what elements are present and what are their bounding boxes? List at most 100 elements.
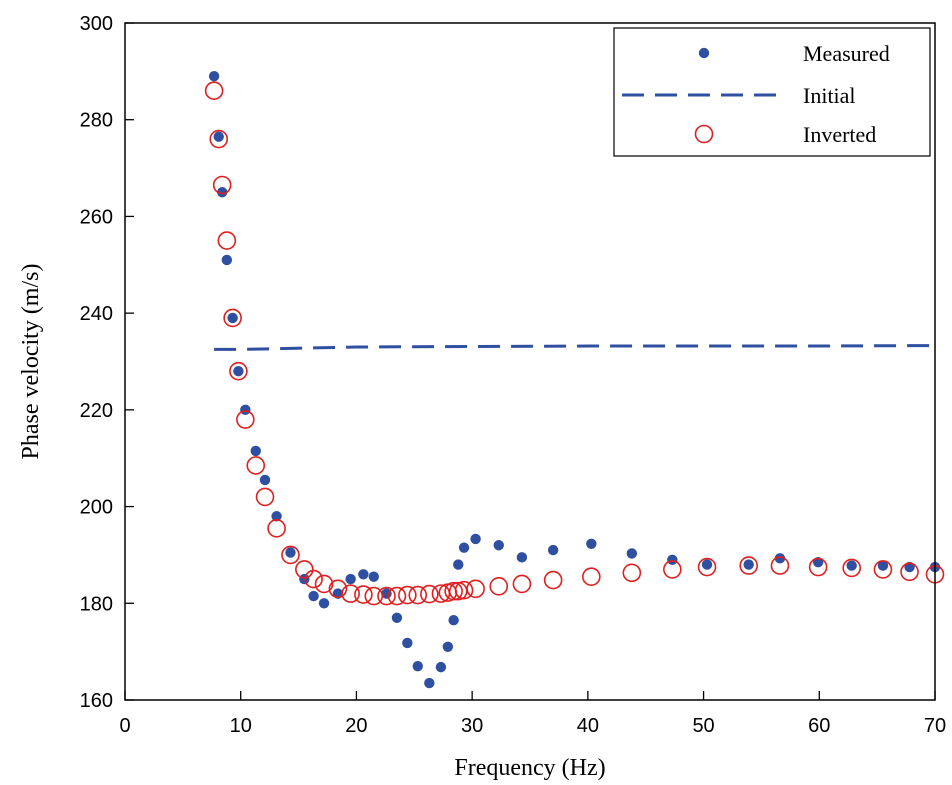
inverted-point (770, 556, 790, 575)
measured-point (271, 511, 282, 522)
legend-measured-label: Measured (803, 41, 890, 66)
inverted-point (900, 562, 919, 582)
inverted-point (454, 580, 474, 600)
y-tick-label: 300 (80, 13, 113, 35)
measured-point (345, 573, 356, 585)
measured-point (470, 533, 481, 545)
inverted-point (281, 545, 300, 565)
legend-inverted-label: Inverted (803, 122, 876, 147)
inverted-point (212, 175, 232, 195)
measured-point (227, 312, 238, 324)
x-tick-label: 50 (692, 715, 714, 737)
inverted-point (387, 586, 407, 606)
y-tick-label: 260 (80, 206, 113, 228)
inverted-point (739, 556, 759, 575)
x-tick-label: 40 (577, 715, 599, 737)
measured-point (217, 187, 228, 198)
y-axis-ticks: 160 180 200 220 240 260 280 300 (80, 13, 134, 712)
inverted-point (314, 574, 334, 594)
y-tick-label: 180 (80, 593, 113, 615)
inverted-point (229, 361, 248, 381)
measured-point (626, 548, 638, 559)
inverted-point (217, 231, 237, 250)
measured-point (547, 544, 559, 556)
measured-point (586, 538, 597, 550)
inverted-point (223, 308, 242, 328)
legend: Measured Initial Inverted (613, 27, 931, 157)
legend-initial-label: Initial (803, 83, 856, 108)
y-axis-title: Phase velocity (m/s) (18, 264, 44, 460)
inverted-point (512, 574, 532, 594)
initial-series-line (214, 344, 936, 351)
measured-point (846, 560, 857, 571)
legend-inverted-marker (694, 124, 714, 144)
measured-point (250, 445, 261, 457)
legend-measured-marker (698, 47, 710, 59)
measured-point (667, 554, 678, 565)
x-tick-label: 60 (808, 715, 830, 737)
inverted-point (267, 519, 286, 538)
y-tick-label: 280 (80, 110, 113, 132)
inverted-point (543, 570, 563, 590)
inverted-point (622, 563, 642, 583)
inverted-point (842, 558, 861, 578)
measured-point (213, 131, 224, 142)
plot-frame (124, 22, 936, 701)
inverted-point (377, 586, 396, 606)
inverted-point (398, 585, 417, 605)
x-tick-label: 30 (461, 715, 483, 737)
measured-point (453, 559, 464, 570)
measured-point (448, 615, 459, 626)
measured-point (774, 553, 786, 564)
inverted-point (663, 560, 682, 579)
y-tick-label: 200 (80, 497, 113, 519)
measured-point (442, 641, 454, 653)
measured-point (233, 365, 244, 377)
measured-point (308, 590, 319, 602)
measured-point (318, 598, 330, 609)
inverted-point (466, 579, 485, 599)
x-tick-label: 0 (119, 715, 130, 737)
inverted-point (255, 487, 275, 507)
inverted-point (354, 585, 373, 604)
inverted-point (364, 586, 384, 606)
measured-point (493, 540, 504, 551)
measured-point (285, 547, 296, 558)
y-tick-label: 220 (80, 400, 113, 422)
measured-point (458, 542, 470, 553)
inverted-point (204, 81, 224, 100)
x-axis-ticks: 0 10 20 30 40 50 60 70 (119, 691, 946, 737)
y-tick-label: 160 (80, 690, 113, 712)
inverted-point (489, 577, 509, 596)
inverted-point (304, 569, 323, 589)
inverted-point (408, 585, 428, 605)
inverted-point (697, 557, 717, 577)
x-axis-title: Frequency (Hz) (454, 755, 605, 781)
inverted-point (295, 560, 314, 579)
measured-point (208, 70, 220, 82)
inverted-point (444, 581, 463, 601)
inverted-point (236, 410, 255, 429)
measured-point (435, 661, 447, 673)
measured-point (424, 677, 435, 689)
measured-point (412, 660, 423, 672)
inverted-point (808, 557, 828, 577)
inverted-point (582, 567, 601, 586)
measured-point (240, 404, 251, 416)
measured-point (259, 474, 271, 486)
measured-point (743, 559, 754, 570)
y-tick-label: 240 (80, 303, 113, 325)
inverted-point (341, 584, 360, 603)
inverted-point (209, 129, 229, 149)
inverted-point (420, 584, 439, 604)
plot-marks (204, 70, 945, 689)
measured-point (402, 637, 413, 649)
x-tick-label: 20 (345, 715, 367, 737)
measured-point (221, 254, 233, 266)
inverted-point (328, 579, 348, 599)
inverted-point (246, 456, 266, 475)
measured-point (391, 612, 403, 623)
measured-point (701, 559, 713, 570)
measured-point (358, 569, 369, 580)
